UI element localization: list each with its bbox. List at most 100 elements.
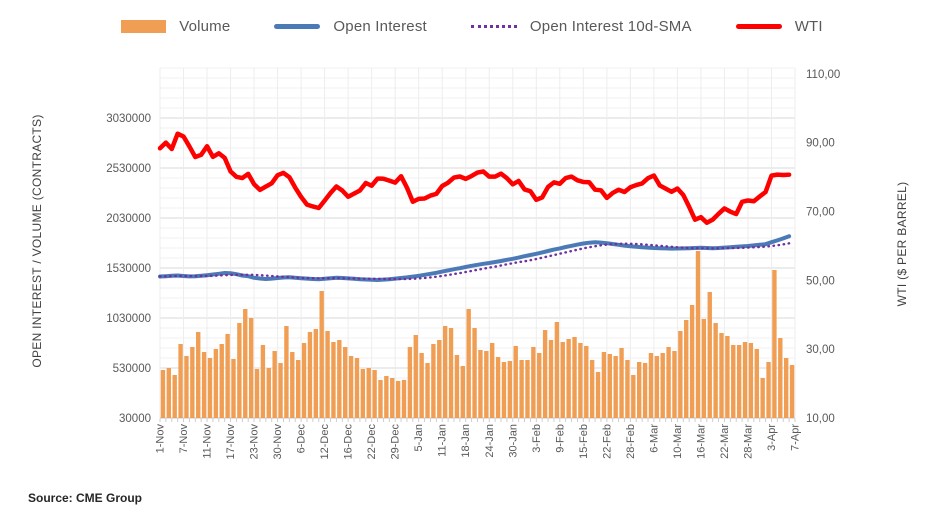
volume-bar	[266, 368, 271, 418]
x-axis-tick-label: 17-Nov	[225, 424, 237, 460]
volume-bar	[554, 322, 560, 418]
volume-bar	[537, 353, 542, 418]
legend-label: Open Interest 10d-SMA	[529, 18, 692, 35]
volume-bar	[196, 332, 201, 418]
volume-bar	[648, 353, 654, 418]
open-interest-swatch-icon	[274, 24, 321, 29]
volume-bar	[178, 344, 183, 418]
volume-bar	[325, 331, 330, 418]
volume-bar	[766, 362, 771, 418]
x-axis-tick-label: 18-Jan	[460, 424, 472, 458]
volume-bar	[437, 340, 442, 418]
volume-bar	[589, 360, 595, 418]
x-axis-tick-label: 7-Nov	[178, 424, 190, 454]
volume-bar	[642, 363, 648, 418]
volume-bar	[578, 343, 583, 418]
legend-label: Volume	[179, 18, 231, 35]
y-left-tick-label: 30000	[119, 413, 151, 425]
volume-bar	[672, 351, 677, 418]
y-right-tick-label: 70,00	[806, 207, 835, 219]
volume-bar	[366, 368, 371, 418]
volume-bar	[490, 343, 495, 418]
x-axis-tick-label: 30-Jan	[507, 424, 519, 458]
x-axis-tick-label: 22-Dec	[366, 424, 378, 460]
volume-bar	[184, 356, 189, 418]
volume-bar	[466, 309, 471, 418]
y-left-tick-label: 3030000	[106, 113, 151, 125]
volume-bar	[313, 329, 318, 418]
x-axis-tick-label: 29-Dec	[390, 424, 402, 460]
legend-item-open-interest: Open Interest	[274, 18, 427, 35]
y-left-tick-label: 2530000	[106, 163, 151, 175]
volume-bar	[736, 345, 742, 418]
volume-bar	[572, 337, 577, 418]
open-interest-line	[158, 234, 792, 282]
x-axis-tick-label: 24-Jan	[484, 424, 496, 458]
volume-bar	[448, 328, 454, 418]
volume-bar	[783, 358, 789, 418]
volume-bar	[431, 344, 436, 418]
volume-swatch-icon	[121, 20, 167, 33]
volume-bar	[172, 375, 177, 418]
volume-bar	[713, 323, 718, 418]
volume-bar	[689, 305, 695, 418]
volume-bar	[595, 372, 601, 418]
legend-item-volume: Volume	[121, 18, 230, 35]
volume-bars	[160, 251, 795, 418]
x-axis-tick-label: 22-Mar	[719, 424, 731, 459]
volume-bar	[501, 362, 507, 418]
x-axis-tick-label: 11-Jan	[437, 424, 449, 457]
volume-bar	[760, 378, 765, 418]
volume-bar	[337, 340, 342, 418]
x-axis-tick-label: 5-Jan	[413, 424, 425, 452]
volume-bar	[478, 350, 483, 418]
volume-bar	[654, 356, 660, 418]
volume-bar	[725, 336, 730, 418]
volume-bar	[190, 347, 195, 418]
volume-bar	[225, 334, 230, 418]
x-axis-tick-label: 9-Feb	[554, 424, 566, 453]
volume-bar	[778, 338, 783, 418]
volume-bar	[301, 343, 307, 418]
x-axis-tick-label: 28-Mar	[742, 424, 754, 459]
volume-bar	[678, 331, 683, 418]
x-axis-tick-label: 28-Feb	[625, 424, 637, 459]
volume-bar	[695, 251, 701, 418]
y-right-tick-label: 50,00	[806, 275, 835, 287]
volume-bar	[272, 351, 277, 418]
legend-label: Open Interest	[333, 18, 427, 35]
volume-bar	[248, 318, 254, 418]
volume-bar	[442, 326, 448, 418]
volume-bar	[601, 352, 607, 418]
volume-bar	[707, 292, 712, 418]
volume-bar	[631, 375, 636, 418]
x-axis-tick-label: 6-Dec	[296, 424, 308, 454]
volume-bar	[754, 349, 759, 418]
volume-bar	[584, 346, 589, 418]
y-axis-left-labels: 30000 530000 1030000 1530000 2030000 2530000 3…	[106, 113, 151, 425]
y-right-tick-label: 110,00	[806, 69, 840, 81]
volume-bar	[560, 342, 565, 418]
y-right-tick-label: 30,00	[806, 344, 835, 356]
volume-bar	[166, 368, 172, 418]
volume-bar	[701, 319, 707, 418]
volume-bar	[213, 349, 219, 418]
volume-bar	[343, 347, 348, 418]
volume-bar	[413, 335, 418, 418]
volume-bar	[607, 354, 612, 418]
volume-bar	[425, 363, 430, 418]
open-interest-line-group	[158, 234, 792, 282]
volume-bar	[360, 369, 366, 418]
y-left-tick-label: 2030000	[106, 213, 151, 225]
x-axis-tick-label: 12-Dec	[319, 424, 331, 460]
volume-bar	[507, 361, 513, 418]
volume-bar	[384, 376, 389, 418]
gridlines	[159, 67, 796, 419]
x-axis-tick-label: 15-Feb	[578, 424, 590, 459]
y-right-tick-label: 10,00	[806, 413, 835, 425]
legend-item-wti: WTI	[735, 18, 823, 35]
volume-bar	[160, 370, 166, 418]
volume-bar	[407, 347, 413, 418]
volume-bar	[307, 332, 313, 418]
volume-bar	[348, 356, 354, 418]
